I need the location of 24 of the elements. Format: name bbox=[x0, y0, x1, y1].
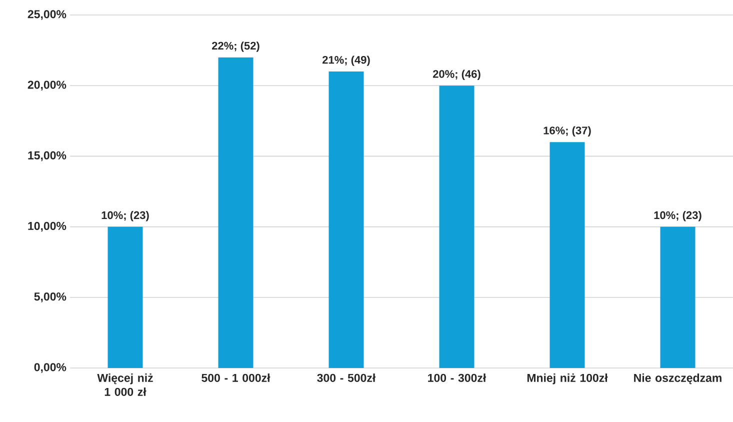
data-label: 10%; (23) bbox=[102, 211, 149, 222]
data-label: 10%; (23) bbox=[654, 211, 702, 222]
y-tick-label: 10,00% bbox=[28, 222, 66, 232]
x-tick-label: 100 - 300zł bbox=[428, 374, 486, 382]
x-tick-label: 500 - 1 000zł bbox=[202, 374, 270, 382]
bar bbox=[218, 57, 254, 368]
y-tick-label: 15,00% bbox=[28, 151, 66, 162]
data-label: 21%; (49) bbox=[322, 56, 370, 66]
x-tick-label: Więcej niż 1 000 zł bbox=[97, 374, 153, 396]
y-tick-label: 20,00% bbox=[28, 80, 66, 90]
data-label: 20%; (46) bbox=[432, 70, 480, 80]
y-tick-label: 25,00% bbox=[28, 10, 66, 20]
bar bbox=[550, 142, 585, 368]
y-tick-label: 5,00% bbox=[34, 292, 66, 302]
bar bbox=[108, 226, 143, 368]
bar bbox=[328, 71, 364, 368]
bar bbox=[439, 86, 474, 368]
data-label: 22%; (52) bbox=[212, 42, 260, 52]
x-tick-label: 300 - 500zł bbox=[317, 374, 376, 382]
x-tick-label: Nie oszczędzam bbox=[634, 374, 722, 384]
data-label: 16%; (37) bbox=[544, 126, 591, 137]
x-tick-label: Mniej niż 100zł bbox=[527, 374, 608, 384]
bar bbox=[660, 226, 696, 368]
y-tick-label: 0,00% bbox=[34, 363, 66, 373]
